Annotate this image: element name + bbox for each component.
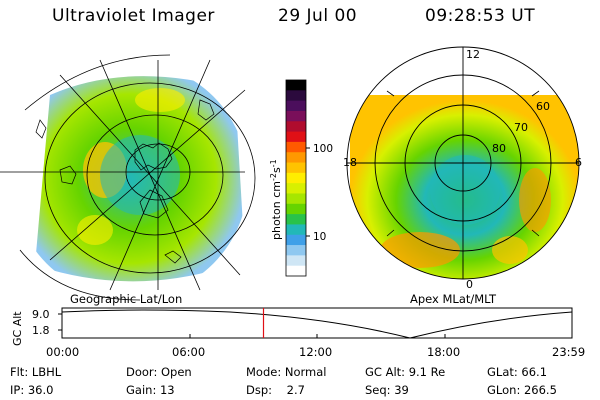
info-door: Door: Open (126, 365, 192, 379)
altitude-y-ticks: 9.0 1.8 (32, 308, 50, 337)
mlat-mlt-plot (346, 46, 580, 280)
colorbar-swatch (286, 265, 306, 277)
alt-tick-1.8: 1.8 (32, 324, 50, 337)
altitude-x-ticks: 00:00 06:00 12:00 18:00 23:59 (46, 345, 585, 359)
geographic-map (0, 54, 256, 301)
mlt-labels: 12 18 6 0 60 70 80 (343, 48, 582, 291)
info-seq: Seq: 39 (365, 383, 409, 397)
alt-tick-9: 9.0 (32, 308, 50, 321)
time-tick-1800: 18:00 (427, 345, 460, 359)
time-tick-0000: 00:00 (46, 345, 79, 359)
time-tick-1200: 12:00 (299, 345, 332, 359)
colorbar-swatch (286, 214, 306, 226)
mlat-80-label: 80 (492, 142, 506, 155)
colorbar-swatch (286, 121, 306, 133)
time-tick-0600: 06:00 (172, 345, 205, 359)
colorbar-swatch (286, 100, 306, 112)
colorbar-swatch (286, 255, 306, 267)
colorbar-swatch (286, 141, 306, 153)
time-label: 09:28:53 UT (425, 6, 536, 26)
mlt-18-label: 18 (343, 156, 357, 169)
colorbar-swatch (286, 224, 306, 236)
colorbar-tick-10: 10 (313, 231, 326, 243)
colorbar-swatch (286, 90, 306, 102)
colorbar-tick-100: 100 (313, 143, 333, 155)
colorbar-unit-label: photon cm-2s-1 (269, 159, 283, 240)
date-label: 29 Jul 00 (278, 6, 358, 26)
colorbar-swatch (286, 203, 306, 215)
colorbar-swatch (286, 172, 306, 184)
colorbar (285, 79, 307, 277)
colorbar-swatch (286, 110, 306, 122)
time-tick-2359: 23:59 (552, 345, 585, 359)
colorbar-swatch (286, 193, 306, 205)
info-gc-alt: GC Alt: 9.1 Re (365, 365, 446, 379)
info-ip: IP: 36.0 (10, 383, 54, 397)
altitude-strip (58, 307, 573, 339)
info-glon: GLon: 266.5 (487, 383, 557, 397)
mlt-6-label: 6 (575, 156, 582, 169)
colorbar-swatch (286, 245, 306, 256)
info-gain: Gain: 13 (126, 383, 175, 397)
colorbar-swatch (286, 152, 306, 164)
info-dsp: Dsp: 2.7 (246, 383, 305, 397)
colorbar-swatch (286, 183, 306, 195)
mlat-70-label: 70 (514, 121, 528, 134)
info-flt: Flt: LBHL (10, 365, 62, 379)
mlt-12-label: 12 (466, 48, 480, 61)
colorbar-frame (285, 79, 307, 277)
altitude-curve (61, 309, 573, 339)
mlat-60-label: 60 (536, 100, 550, 113)
colorbar-swatch (286, 131, 306, 143)
instrument-title: Ultraviolet Imager (52, 6, 215, 26)
info-glat: GLat: 66.1 (487, 365, 548, 379)
colorbar-swatch (286, 162, 306, 174)
colorbar-swatch (286, 80, 306, 91)
colorbar-swatch (286, 234, 306, 246)
geographic-label: Geographic Lat/Lon (70, 292, 182, 306)
mlt-0-label: 0 (466, 278, 473, 291)
colorbar-ticks: 100 10 (306, 143, 333, 243)
apex-label: Apex MLat/MLT (410, 292, 497, 306)
altitude-axis-label: GC Alt (11, 311, 24, 346)
info-mode: Mode: Normal (246, 365, 327, 379)
